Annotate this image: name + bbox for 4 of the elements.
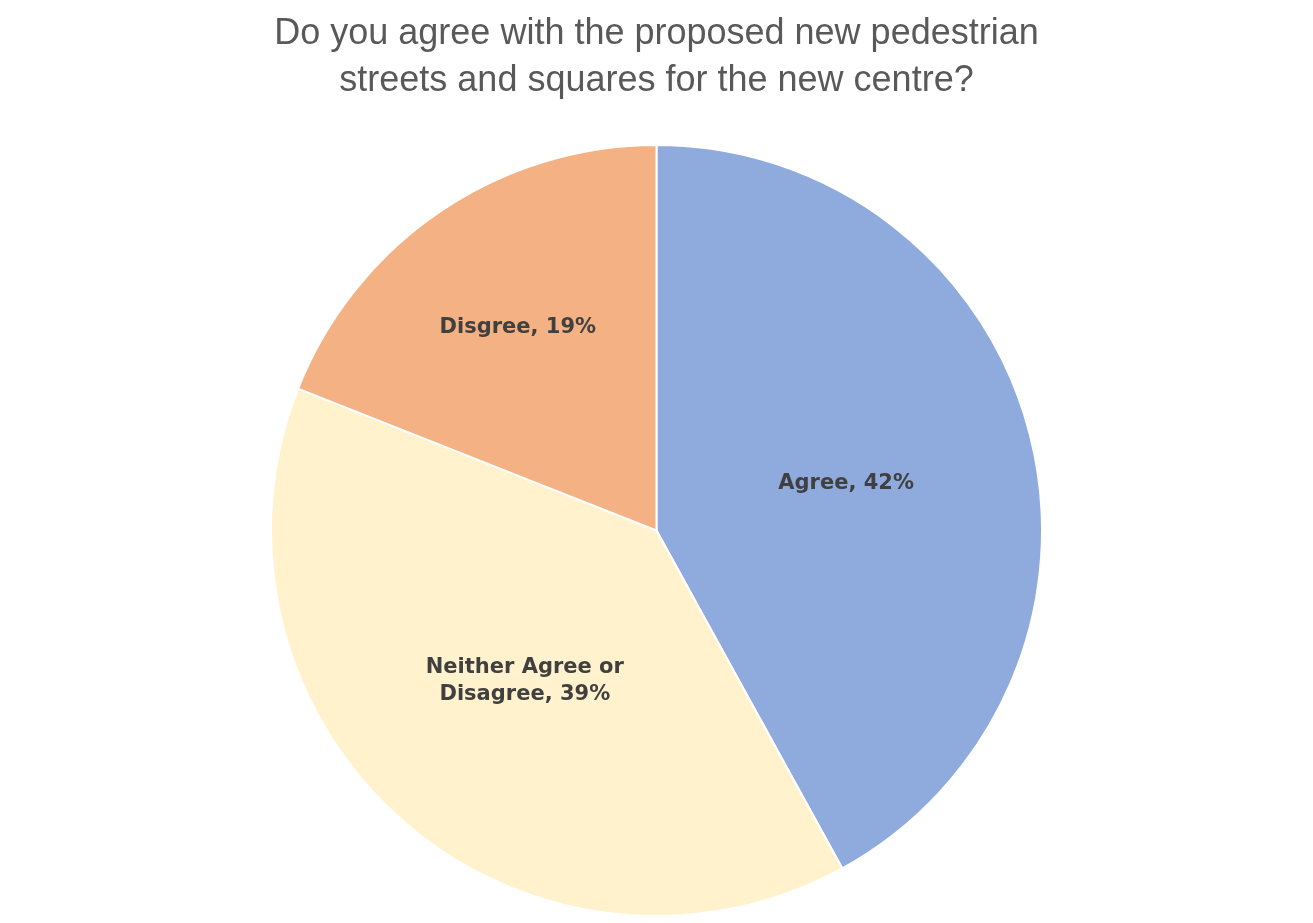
slice-label: Neither Agree or Disagree, 39%: [425, 653, 625, 706]
slice-label: Disgree, 19%: [439, 314, 597, 339]
slice-label: Agree, 42%: [778, 469, 915, 494]
chart-title: Do you agree with the proposed new pedestrian streets and squares for the new centre?: [274, 11, 1039, 100]
